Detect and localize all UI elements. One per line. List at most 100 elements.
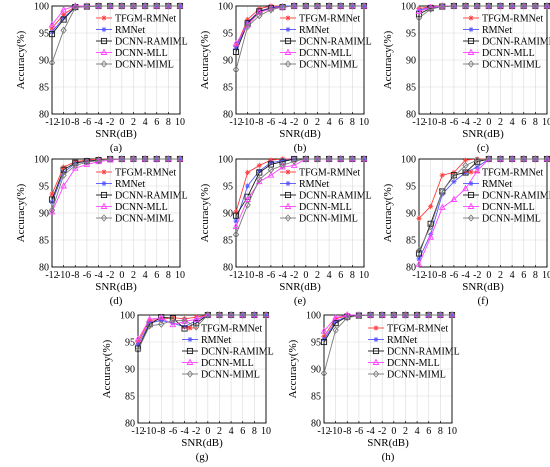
data-point — [437, 311, 444, 319]
legend-label: DCNN-MLL — [299, 202, 352, 213]
series-dcnn-miml — [320, 311, 456, 378]
data-point — [321, 334, 327, 340]
data-point — [83, 158, 91, 166]
data-point — [61, 12, 67, 18]
data-point — [165, 155, 172, 163]
data-point — [176, 2, 184, 9]
y-tick-label: 90 — [406, 209, 416, 220]
series-dcnn-miml — [134, 311, 270, 354]
legend-label: RMNet — [201, 335, 231, 346]
data-point — [60, 16, 67, 23]
data-point — [450, 172, 458, 180]
panel-caption: (e) — [294, 295, 307, 307]
data-point — [130, 155, 137, 162]
legend-label: RMNet — [115, 25, 145, 36]
data-point — [508, 2, 516, 9]
x-tick-label: -12 — [131, 426, 144, 437]
x-tick-label: -8 — [438, 117, 446, 128]
data-point — [95, 2, 102, 10]
data-point — [378, 311, 386, 319]
legend-swatch-marker — [284, 191, 292, 199]
x-tick-label: -4 — [278, 270, 286, 281]
legend-label: DCNN-MLL — [115, 48, 168, 59]
legend-label: DCNN-MLL — [299, 48, 352, 59]
x-axis-label: SNR(dB) — [95, 281, 137, 293]
data-point — [532, 155, 539, 163]
y-tick-label: 95 — [223, 29, 233, 40]
y-tick-label: 100 — [34, 155, 49, 166]
data-point — [165, 2, 172, 9]
data-point — [349, 155, 356, 163]
legend-label: DCNN-MLL — [201, 358, 254, 369]
plot-frame — [137, 314, 267, 424]
legend: TFGM-RMNetRMNetDCNN-RAMIMLDCNN-MLLDCNN-M… — [463, 14, 550, 71]
data-point — [520, 2, 528, 9]
data-point — [332, 326, 339, 334]
data-point — [378, 311, 386, 318]
data-point — [439, 187, 446, 196]
legend: TFGM-RMNetRMNetDCNN-RAMIMLDCNN-MLLDCNN-M… — [96, 14, 188, 71]
data-point — [153, 155, 160, 163]
data-point — [135, 339, 141, 345]
data-point — [462, 2, 469, 10]
legend-label: DCNN-MLL — [387, 358, 440, 369]
data-point — [204, 311, 212, 319]
data-point — [233, 209, 239, 215]
x-tick-label: 10 — [359, 117, 369, 128]
legend-label: DCNN-RAMIML — [482, 191, 550, 202]
data-point — [146, 315, 153, 322]
y-tick-label: 80 — [125, 419, 135, 430]
data-point — [255, 8, 263, 15]
x-tick-label: 8 — [438, 426, 443, 437]
y-tick-label: 80 — [39, 110, 49, 121]
data-point — [450, 2, 458, 10]
data-point — [302, 155, 310, 163]
y-tick-label: 90 — [311, 365, 321, 376]
legend: TFGM-RMNetRMNetDCNN-RAMIMLDCNN-MLLDCNN-M… — [280, 168, 372, 225]
data-point — [448, 311, 456, 318]
data-point — [325, 2, 333, 9]
data-point — [239, 311, 246, 319]
y-tick-label: 95 — [406, 182, 416, 193]
data-point — [428, 4, 434, 10]
x-tick-label: -4 — [461, 117, 469, 128]
legend-swatch-marker — [284, 37, 292, 45]
x-axis-label: SNR(dB) — [95, 128, 137, 140]
data-point — [355, 311, 363, 320]
data-point — [425, 311, 433, 318]
legend-swatch-marker — [186, 347, 194, 355]
data-point — [60, 171, 67, 179]
x-tick-label: 6 — [521, 270, 526, 281]
data-point — [497, 2, 504, 10]
legend-label: DCNN-RAMIML — [115, 191, 188, 202]
legend-swatch-marker — [467, 191, 475, 199]
data-point — [61, 15, 67, 21]
data-point — [268, 157, 274, 163]
x-tick-label: 2 — [498, 117, 503, 128]
data-point — [176, 155, 184, 162]
data-point — [176, 2, 184, 10]
data-point — [158, 317, 164, 323]
data-point — [48, 206, 56, 214]
x-tick-label: 0 — [119, 117, 124, 128]
data-point — [367, 311, 374, 319]
y-tick-label: 90 — [223, 209, 233, 220]
data-point — [192, 323, 200, 331]
x-tick-label: 0 — [119, 270, 124, 281]
x-tick-label: 2 — [315, 270, 320, 281]
data-point — [508, 155, 516, 163]
data-point — [427, 233, 434, 240]
legend-swatch-marker — [100, 191, 108, 199]
data-point — [134, 335, 142, 342]
data-point — [169, 316, 177, 325]
data-point — [193, 320, 200, 327]
panel-caption: (f) — [478, 295, 489, 307]
y-tick-label: 85 — [223, 83, 233, 94]
legend-label: DCNN-MIML — [387, 370, 446, 381]
x-tick-label: -6 — [169, 426, 177, 437]
data-point — [360, 155, 368, 162]
data-point — [428, 203, 434, 210]
data-point — [256, 175, 263, 184]
data-point — [438, 203, 446, 211]
data-point — [451, 179, 457, 185]
